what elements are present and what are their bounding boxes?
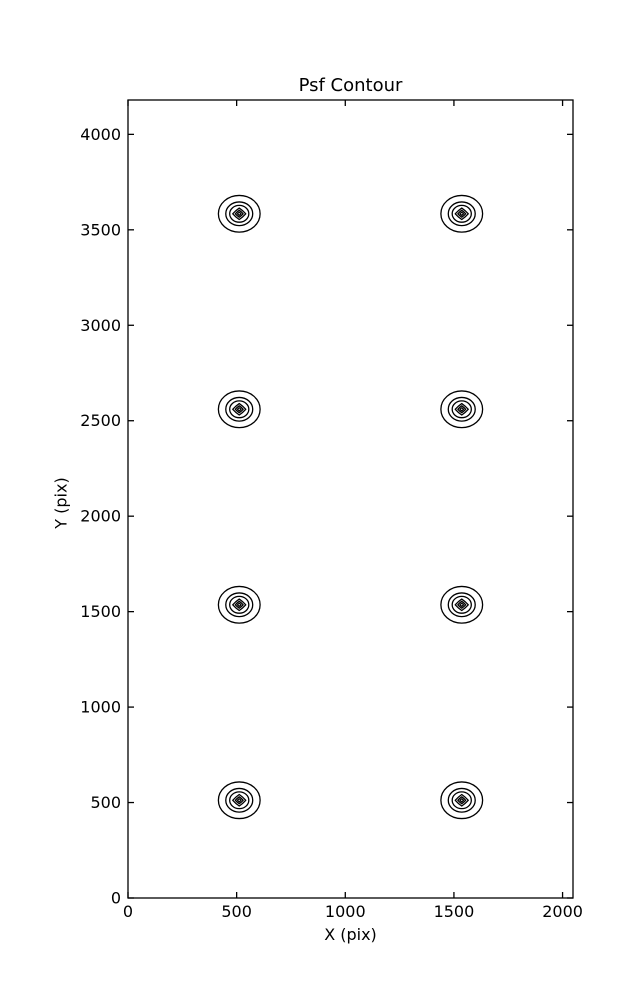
contour-ring (236, 407, 242, 412)
contour-ring (232, 207, 247, 221)
contour-ring (236, 602, 242, 607)
x-tick-label: 2000 (542, 902, 583, 921)
contour-ring (459, 602, 465, 607)
contour-ring (217, 781, 261, 820)
contour-ring (447, 396, 476, 422)
contour-ring (225, 396, 254, 422)
y-tick-label: 2000 (80, 507, 121, 526)
contour-ring (440, 390, 484, 429)
contour-ring (440, 194, 484, 233)
contour-ring (234, 600, 244, 609)
contour-ring (229, 595, 250, 614)
contour-ring (229, 400, 250, 419)
plot-frame (127, 99, 574, 899)
contour-ring (232, 402, 247, 416)
contour-ring (454, 402, 469, 416)
contour-ring (225, 201, 254, 227)
contour-ring (451, 400, 472, 419)
contour-ring (217, 194, 261, 233)
contour-ring (457, 209, 467, 218)
contour-ring (236, 798, 242, 803)
contour-ring (217, 585, 261, 624)
contour-ring (232, 793, 247, 807)
contour-ring (454, 598, 469, 612)
contour-ring (454, 207, 469, 221)
contour-ring (236, 211, 242, 216)
contour-ring (440, 585, 484, 624)
contour-ring (457, 796, 467, 805)
y-tick-label: 3500 (80, 220, 121, 239)
x-tick-label: 1500 (434, 902, 475, 921)
contour-ring (447, 592, 476, 618)
x-tick-label: 1000 (325, 902, 366, 921)
contour-ring (459, 407, 465, 412)
contour-ring (229, 204, 250, 223)
y-tick-label: 1500 (80, 602, 121, 621)
contour-ring (225, 592, 254, 618)
contour-ring (451, 791, 472, 810)
y-tick-label: 500 (90, 793, 121, 812)
contour-ring (234, 405, 244, 414)
y-tick-label: 3000 (80, 316, 121, 335)
contour-ring (457, 600, 467, 609)
contour-ring (459, 211, 465, 216)
contour-ring (447, 787, 476, 813)
contour-ring (447, 201, 476, 227)
contour-ring (234, 209, 244, 218)
contour-ring (440, 781, 484, 820)
contour-ring (229, 791, 250, 810)
contour-ring (457, 405, 467, 414)
contour-ring (217, 390, 261, 429)
y-tick-label: 0 (111, 889, 121, 908)
contour-ring (232, 598, 247, 612)
contour-ring (225, 787, 254, 813)
x-tick-label: 0 (123, 902, 133, 921)
chart-title: Psf Contour (298, 75, 403, 96)
contour-ring (234, 796, 244, 805)
y-axis-label: Y (pix) (51, 477, 71, 529)
contour-ring (459, 798, 465, 803)
x-tick-label: 500 (221, 902, 252, 921)
y-tick-label: 1000 (80, 698, 121, 717)
contour-ring (451, 204, 472, 223)
x-axis-label: X (pix) (324, 925, 377, 944)
y-tick-label: 2500 (80, 411, 121, 430)
contour-ring (454, 793, 469, 807)
y-tick-label: 4000 (80, 125, 121, 144)
contour-ring (451, 595, 472, 614)
